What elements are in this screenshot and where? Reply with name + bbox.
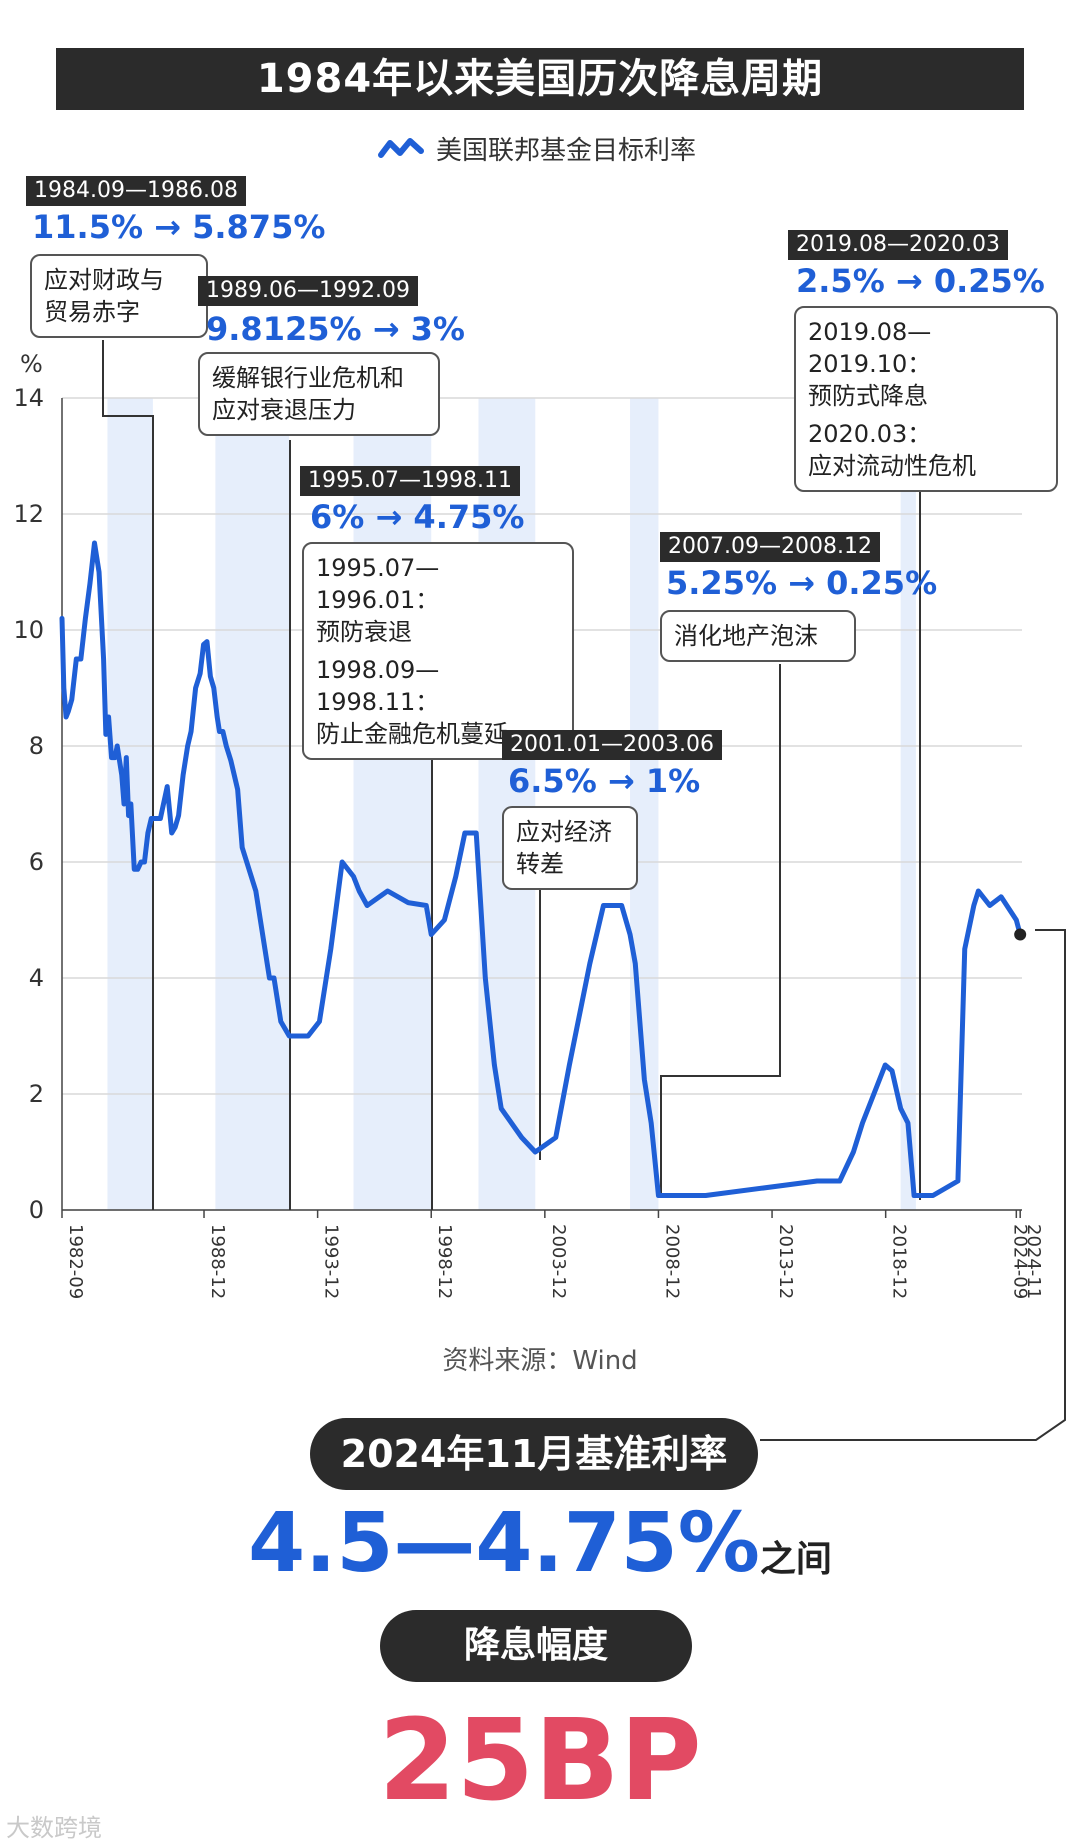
callout-line: 应对衰退压力	[212, 396, 356, 424]
callout-2019: 2019.08—2019.10： 预防式降息 2020.03： 应对流动性危机	[794, 306, 1058, 492]
y-tick-label: 0	[29, 1196, 44, 1224]
x-tick-label: 1988-12	[207, 1224, 228, 1299]
period-tag-1984: 1984.09—1986.08	[26, 176, 246, 206]
y-tick-label: 6	[29, 848, 44, 876]
callout-line: 防止金融危机蔓延	[316, 720, 508, 748]
callout-line: 2020.03：	[808, 420, 932, 448]
callout-1995: 1995.07—1996.01： 预防衰退 1998.09—1998.11： 防…	[302, 542, 574, 760]
callout-line: 预防式降息	[808, 382, 928, 410]
callout-1984: 应对财政与 贸易赤字	[30, 254, 208, 338]
rate-cut-period-band	[900, 398, 916, 1210]
callout-line: 1995.07—1996.01：	[316, 554, 440, 614]
period-tag-2001: 2001.01—2003.06	[502, 730, 722, 760]
x-tick-label: 2003-12	[548, 1224, 569, 1299]
latest-rate-connector	[760, 929, 1066, 1441]
period-tag-1995: 1995.07—1998.11	[300, 466, 520, 496]
callout-line: 转差	[516, 850, 564, 878]
x-tick-label: 1993-12	[321, 1224, 342, 1299]
rate-change-1995: 6% → 4.75%	[310, 498, 525, 536]
x-tick-label: 1982-09	[65, 1224, 86, 1299]
callout-2007: 消化地产泡沫	[660, 610, 856, 662]
cut-label-pill: 降息幅度	[380, 1610, 692, 1682]
rate-change-2001: 6.5% → 1%	[508, 762, 701, 800]
callout-line: 预防衰退	[316, 618, 412, 646]
x-tick-label: 2008-12	[661, 1224, 682, 1299]
rate-change-2007: 5.25% → 0.25%	[666, 564, 938, 602]
rate-change-1989: 9.8125% → 3%	[206, 310, 465, 348]
rate-value-row: 4.5—4.75%之间	[0, 1496, 1080, 1591]
fed-rate-line	[59, 540, 1023, 1198]
x-tick-label: 2024-09	[1009, 1224, 1030, 1299]
rate-suffix: 之间	[759, 1539, 832, 1580]
y-tick-label: 10	[13, 616, 44, 644]
cut-value: 25BP	[378, 1696, 702, 1826]
callout-line: 应对财政与	[44, 266, 164, 294]
y-tick-label: 14	[13, 384, 44, 412]
page-title: 1984年以来美国历次降息周期	[56, 48, 1024, 110]
period-tag-2007: 2007.09—2008.12	[660, 532, 880, 562]
callout-line: 2019.08—2019.10：	[808, 318, 932, 378]
x-tick-label: 2013-12	[775, 1224, 796, 1299]
rate-cut-period-band	[353, 398, 432, 1210]
callout-1989: 缓解银行业危机和 应对衰退压力	[198, 352, 440, 436]
callout-line: 贸易赤字	[44, 298, 140, 326]
rate-change-1984: 11.5% → 5.875%	[32, 208, 326, 246]
rate-label-pill: 2024年11月基准利率	[310, 1418, 758, 1490]
rate-value: 4.5—4.75%	[248, 1496, 760, 1591]
callout-connector	[102, 340, 154, 1210]
latest-rate-point	[1014, 928, 1027, 941]
callout-line: 应对流动性危机	[808, 452, 976, 480]
callout-connector	[660, 664, 781, 1198]
callout-line: 1998.09—1998.11：	[316, 656, 440, 716]
callout-line: 应对经济	[516, 818, 612, 846]
chart-legend: 美国联邦基金目标利率	[378, 128, 696, 168]
data-source: 资料来源：Wind	[442, 1346, 638, 1376]
rate-chart: 0 2 4 6 8 10 12 14 1982-09 1988-12 1993-12 1998-12…	[13, 340, 1044, 1299]
y-tick-label: 8	[29, 732, 44, 760]
line-series-icon	[378, 138, 424, 158]
y-tick-label: 12	[13, 500, 44, 528]
x-tick-label: 2024-11	[1023, 1224, 1044, 1299]
period-tag-1989: 1989.06—1992.09	[198, 276, 418, 306]
callout-2001: 应对经济 转差	[502, 806, 638, 890]
callout-line: 消化地产泡沫	[674, 622, 818, 650]
rate-cut-period-band	[478, 398, 536, 1210]
callout-line: 缓解银行业危机和	[212, 364, 404, 392]
y-tick-label: 2	[29, 1080, 44, 1108]
y-axis-label: %	[20, 350, 43, 378]
legend-label: 美国联邦基金目标利率	[436, 135, 697, 166]
watermark-text: 大数跨境	[6, 1814, 102, 1842]
period-tag-2019: 2019.08—2020.03	[788, 230, 1008, 260]
rate-cut-period-band	[215, 398, 290, 1210]
x-tick-label: 1998-12	[434, 1224, 455, 1299]
x-tick-label: 2018-12	[889, 1224, 910, 1299]
rate-change-2019: 2.5% → 0.25%	[796, 262, 1045, 300]
y-tick-label: 4	[29, 964, 44, 992]
